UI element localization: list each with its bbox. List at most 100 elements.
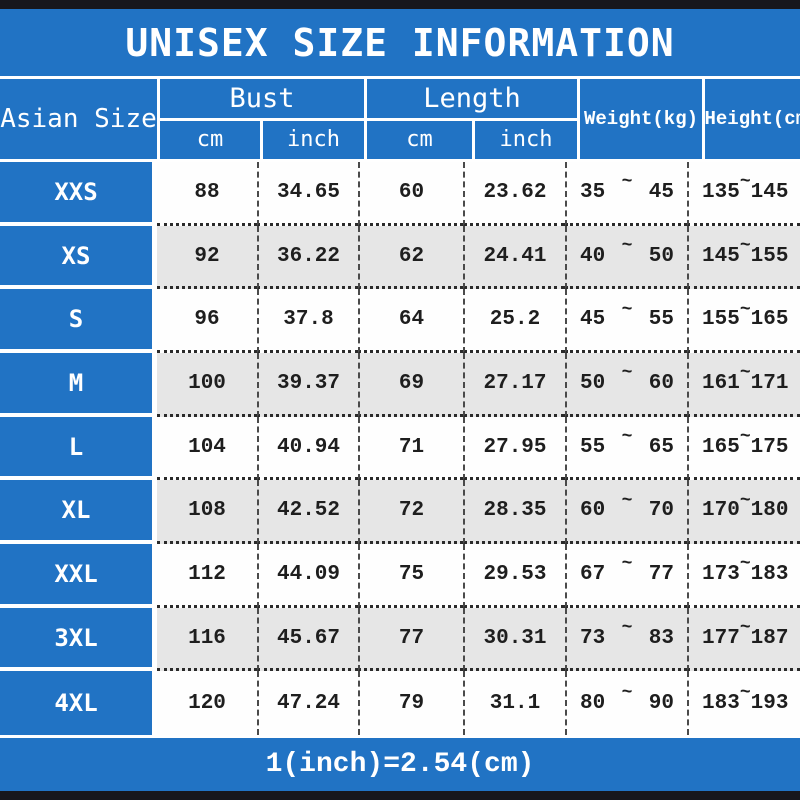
length-cm-cell: 62 [358,225,463,290]
title-bar: UNISEX SIZE INFORMATION [0,9,800,76]
divider [0,76,800,79]
range-max: 145 [750,180,789,204]
range-min: 161 [702,371,740,395]
length-cm-cell: 75 [358,544,463,608]
table-row-3xl: 3XL 116 45.67 77 30.31 73 ~ 83 177 ~ 187 [0,607,800,672]
table-row-xxl: XXL 112 44.09 75 29.53 67 ~ 77 173 ~ 183 [0,544,800,608]
page-title: UNISEX SIZE INFORMATION [125,20,675,65]
tilde-separator: ~ [621,236,633,256]
range-max: 83 [648,626,674,650]
range-min: 135 [702,180,740,204]
header-weight: Weight(kg) [580,79,702,159]
bust-cm-cell: 108 [157,480,257,545]
bust-cm-cell: 96 [157,289,257,354]
weight-range-cell: 50 ~ 60 [565,353,687,417]
tilde-separator: ~ [739,554,751,575]
height-range-cell: 177 ~ 187 [687,607,800,672]
range-max: 90 [648,691,674,715]
range-max: 155 [750,244,789,268]
top-black-bar [0,0,800,9]
tilde-separator: ~ [739,427,751,448]
table-row-s: S 96 37.8 64 25.2 45 ~ 55 155 ~ 165 [0,289,800,354]
range-max: 45 [648,180,674,204]
size-cell: M [0,353,157,417]
table-row-4xl: 4XL 120 47.24 79 31.1 80 ~ 90 183 ~ 193 [0,671,800,736]
tilde-separator: ~ [739,490,751,511]
tilde-separator: ~ [621,172,633,193]
range-min: 73 [580,626,606,650]
size-cell: 3XL [0,607,157,672]
height-range-cell: 135 ~ 145 [687,162,800,226]
divider [0,159,800,162]
bust-inch-cell: 47.24 [257,671,358,736]
weight-range-cell: 35 ~ 45 [565,162,687,226]
tilde-separator: ~ [739,683,751,704]
bust-inch-cell: 44.09 [257,544,358,608]
range-max: 180 [750,499,789,523]
header-bust-group: Bust [160,79,364,118]
weight-range-cell: 80 ~ 90 [565,671,687,736]
tilde-separator: ~ [739,172,751,193]
weight-range-cell: 67 ~ 77 [565,544,687,608]
size-cell: 4XL [0,671,157,736]
bust-inch-cell: 39.37 [257,353,358,417]
size-cell: S [0,289,157,354]
size-cell: L [0,416,157,481]
length-cm-cell: 60 [358,162,463,226]
range-max: 175 [750,435,789,459]
range-min: 60 [580,499,606,523]
length-cm-cell: 71 [358,416,463,481]
height-range-cell: 173 ~ 183 [687,544,800,608]
tilde-separator: ~ [621,554,633,575]
length-cm-cell: 77 [358,607,463,672]
range-min: 145 [702,244,740,268]
bust-inch-cell: 37.8 [257,289,358,354]
range-max: 65 [648,435,674,459]
table-row-xl: XL 108 42.52 72 28.35 60 ~ 70 170 ~ 180 [0,480,800,545]
size-cell: XS [0,225,157,290]
height-range-cell: 170 ~ 180 [687,480,800,545]
range-min: 45 [580,308,606,332]
weight-range-cell: 40 ~ 50 [565,225,687,290]
size-cell: XXS [0,162,157,226]
weight-range-cell: 45 ~ 55 [565,289,687,354]
height-range-cell: 145 ~ 155 [687,225,800,290]
table-header: Asian Size Bust Length Weight(kg) Height… [0,79,800,159]
height-range-cell: 183 ~ 193 [687,671,800,736]
length-inch-cell: 30.31 [463,607,565,672]
range-max: 193 [750,691,789,715]
bust-cm-cell: 116 [157,607,257,672]
divider [0,735,800,738]
range-max: 70 [648,499,674,523]
range-max: 50 [648,244,674,268]
range-max: 171 [750,371,789,395]
tilde-separator: ~ [621,490,633,511]
range-min: 55 [580,435,606,459]
range-min: 183 [702,691,740,715]
range-max: 187 [750,626,789,650]
range-max: 77 [648,562,674,586]
length-inch-cell: 27.17 [463,353,565,417]
bust-cm-cell: 100 [157,353,257,417]
header-length-inch: inch [475,120,577,159]
size-cell: XXL [0,544,157,608]
header-length-group: Length [367,79,577,118]
length-inch-cell: 29.53 [463,544,565,608]
length-cm-cell: 69 [358,353,463,417]
height-range-cell: 155 ~ 165 [687,289,800,354]
range-min: 177 [702,626,740,650]
range-min: 170 [702,499,740,523]
tilde-separator: ~ [739,236,751,256]
header-height: Height(cm) [704,79,800,159]
bust-inch-cell: 45.67 [257,607,358,672]
bust-cm-cell: 88 [157,162,257,226]
bust-inch-cell: 36.22 [257,225,358,290]
range-min: 50 [580,371,606,395]
length-inch-cell: 24.41 [463,225,565,290]
height-range-cell: 161 ~ 171 [687,353,800,417]
tilde-separator: ~ [621,363,633,384]
tilde-separator: ~ [739,299,751,320]
header-bust-cm: cm [160,120,260,159]
range-max: 183 [750,562,789,586]
length-cm-cell: 79 [358,671,463,736]
